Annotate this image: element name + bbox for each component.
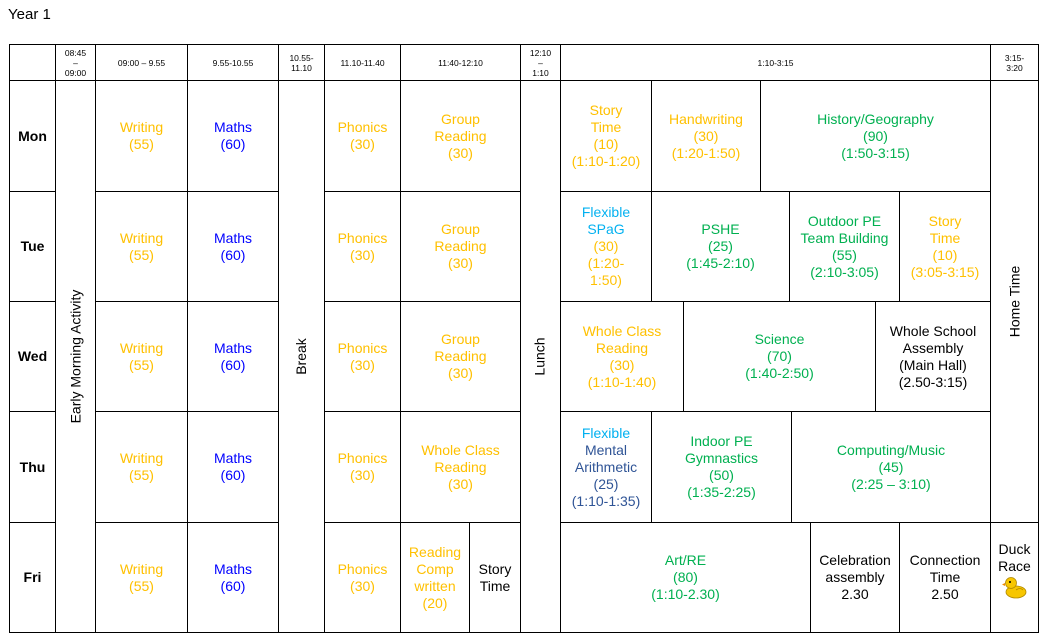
wed-phonics: Phonics (30) — [324, 301, 401, 412]
fri-phonics: Phonics (30) — [324, 522, 401, 633]
tue-writing: Writing (55) — [95, 191, 188, 302]
home-time-label: Home Time — [1006, 265, 1023, 338]
day-tue: Tue — [9, 191, 56, 302]
fri-duck-race: Duck Race — [990, 522, 1039, 633]
day-thu: Thu — [9, 411, 56, 523]
tue-story-time: Story Time (10) (3:05-3:15) — [899, 191, 991, 302]
mon-phonics: Phonics (30) — [324, 80, 401, 192]
tue-spag-text: Flexible SPaG (30) (1:20- 1:50) — [581, 204, 631, 289]
thu-mental-arithmetic: Flexible Mental Arithmetic (25) (1:10-1:… — [560, 411, 652, 523]
lunch-label: Lunch — [532, 337, 548, 376]
wed-group-reading: Group Reading (30) — [400, 301, 521, 412]
thu-whole-class-reading: Whole Class Reading (30) — [400, 411, 521, 523]
tue-maths: Maths (60) — [187, 191, 279, 302]
fri-writing: Writing (55) — [95, 522, 188, 633]
header-early: 08:45 – 09:00 — [55, 44, 96, 81]
break-label: Break — [292, 338, 309, 375]
lunch-cell: Lunch — [520, 80, 561, 633]
fri-connection-time: Connection Time 2.50 — [899, 522, 991, 633]
tue-group-reading: Group Reading (30) — [400, 191, 521, 302]
thu-mental-text: Mental Arithmetic (25) (1:10-1:35) — [571, 441, 641, 509]
thu-phonics: Phonics (30) — [324, 411, 401, 523]
duck-race-label: Duck Race — [998, 541, 1031, 574]
wed-whole-class-reading: Whole Class Reading (30) (1:10-1:40) — [560, 301, 684, 412]
mon-history-geography: History/Geography (90) (1:50-3:15) — [760, 80, 991, 192]
tue-pshe: PSHE (25) (1:45-2:10) — [651, 191, 790, 302]
thu-maths: Maths (60) — [187, 411, 279, 523]
early-morning-activity-cell: Early Morning Activity — [55, 80, 96, 633]
tue-phonics: Phonics (30) — [324, 191, 401, 302]
early-morning-activity: Early Morning Activity — [67, 289, 84, 424]
thu-flexible-label: Flexible — [581, 424, 631, 441]
break-cell: Break — [278, 80, 325, 633]
mon-story-time: Story Time (10) (1:10-1:20) — [560, 80, 652, 192]
header-period-2: 9.55-10.55 — [187, 44, 279, 81]
wed-whole-school-assembly: Whole School Assembly (Main Hall) (2.50-… — [875, 301, 991, 412]
day-mon: Mon — [9, 80, 56, 192]
home-time-cell: Home Time — [990, 80, 1039, 523]
header-period-3: 11.10-11.40 — [324, 44, 401, 81]
header-break: 10.55- 11.10 — [278, 44, 325, 81]
rubber-duck-icon — [1001, 577, 1026, 599]
corner-cell — [9, 44, 56, 81]
thu-computing-music: Computing/Music (45) (2:25 – 3:10) — [791, 411, 991, 523]
wed-writing: Writing (55) — [95, 301, 188, 412]
tue-outdoor-pe: Outdoor PE Team Building (55) (2:10-3:05… — [789, 191, 900, 302]
header-afternoon: 1:10-3:15 — [560, 44, 991, 81]
thu-indoor-pe: Indoor PE Gymnastics (50) (1:35-2:25) — [651, 411, 792, 523]
day-wed: Wed — [9, 301, 56, 412]
fri-story-time: Story Time — [469, 522, 521, 633]
day-fri: Fri — [9, 522, 56, 633]
mon-maths: Maths (60) — [187, 80, 279, 192]
wed-science: Science (70) (1:40-2:50) — [683, 301, 876, 412]
fri-maths: Maths (60) — [187, 522, 279, 633]
tue-flexible-spag: Flexible SPaG (30) (1:20- 1:50) — [560, 191, 652, 302]
page-title: Year 1 — [8, 6, 51, 23]
mon-handwriting: Handwriting (30) (1:20-1:50) — [651, 80, 761, 192]
fri-art-re: Art/RE (80) (1:10-2.30) — [560, 522, 811, 633]
header-period-1: 09:00 – 9.55 — [95, 44, 188, 81]
wed-maths: Maths (60) — [187, 301, 279, 412]
mon-writing: Writing (55) — [95, 80, 188, 192]
mon-group-reading: Group Reading (30) — [400, 80, 521, 192]
header-lunch: 12:10 – 1:10 — [520, 44, 561, 81]
fri-celebration-assembly: Celebration assembly 2.30 — [810, 522, 900, 633]
fri-reading-comp: Reading Comp written (20) — [400, 522, 470, 633]
header-home: 3:15- 3:20 — [990, 44, 1039, 81]
thu-writing: Writing (55) — [95, 411, 188, 523]
header-period-4: 11:40-12:10 — [400, 44, 521, 81]
